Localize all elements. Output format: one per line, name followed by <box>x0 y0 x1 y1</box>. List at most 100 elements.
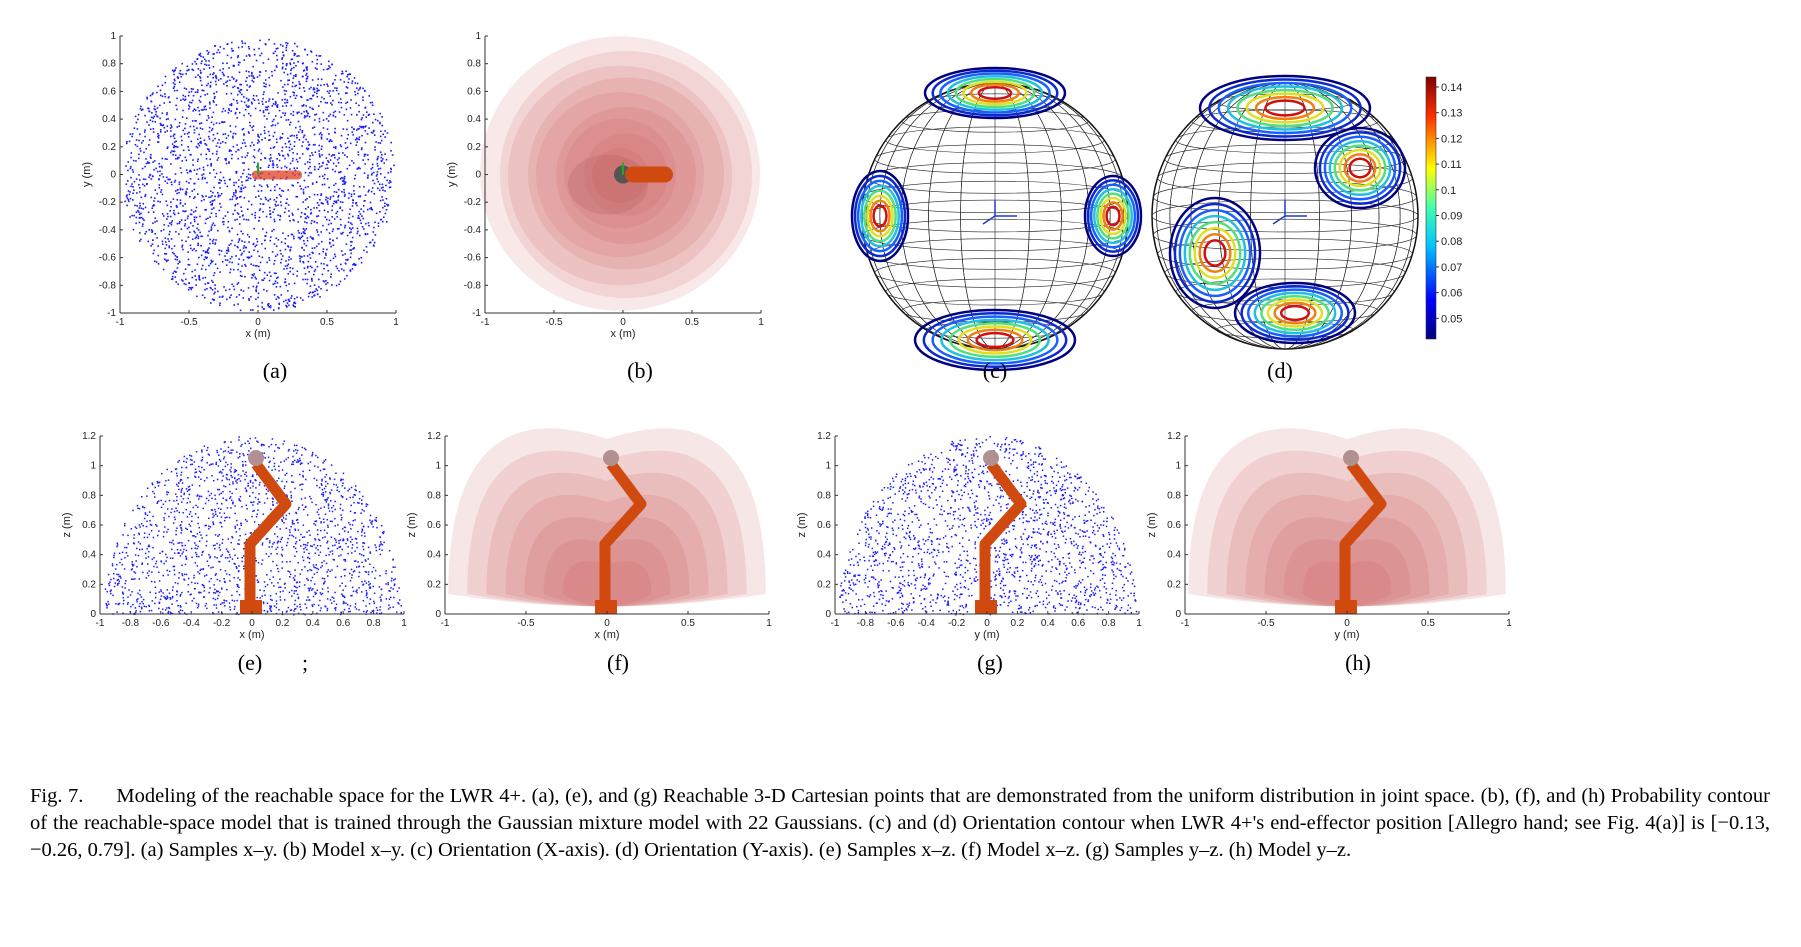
sample-point <box>143 532 146 534</box>
sample-point <box>292 77 295 79</box>
sample-point <box>289 62 291 65</box>
sample-point <box>351 215 354 218</box>
sample-point <box>318 162 321 165</box>
sample-point <box>173 73 175 76</box>
sample-point <box>164 500 167 503</box>
sample-point <box>241 40 243 43</box>
sample-point <box>261 544 264 546</box>
sample-point <box>329 570 331 573</box>
sample-point <box>156 534 159 537</box>
sample-point <box>297 208 299 211</box>
sample-point <box>361 117 363 119</box>
sample-point <box>273 228 275 231</box>
sample-point <box>231 239 233 242</box>
sample-point <box>152 515 154 518</box>
sample-point <box>359 219 362 222</box>
sample-point <box>193 182 195 185</box>
sample-point <box>348 78 350 80</box>
sample-point <box>267 456 270 459</box>
sample-point <box>143 517 146 520</box>
sample-point <box>325 485 327 488</box>
sample-point <box>214 494 216 497</box>
sample-point <box>366 233 369 235</box>
sample-point <box>289 135 292 137</box>
sample-point <box>245 55 248 57</box>
sample-point <box>359 87 361 90</box>
sample-point <box>258 524 260 526</box>
sample-point <box>268 158 271 160</box>
sample-point <box>232 268 235 271</box>
sample-point <box>373 134 376 136</box>
sample-point <box>140 596 143 598</box>
sample-point <box>245 104 248 107</box>
sample-point <box>299 260 302 263</box>
sample-point <box>386 179 388 182</box>
sample-point <box>281 99 284 101</box>
sample-point <box>189 525 192 527</box>
sample-point <box>248 241 250 243</box>
sample-point <box>116 584 119 586</box>
sample-point <box>194 513 197 515</box>
sample-point <box>296 167 298 170</box>
sample-point <box>368 584 370 586</box>
sample-point <box>1020 607 1022 609</box>
sample-point <box>256 142 259 144</box>
sample-point <box>295 73 297 76</box>
sample-point <box>212 191 214 194</box>
sample-point <box>321 273 324 276</box>
sample-point <box>132 578 134 580</box>
sample-point <box>334 182 337 185</box>
y-tick-label: -0.8 <box>464 280 482 291</box>
sample-point <box>178 183 181 186</box>
sample-point <box>178 125 180 127</box>
sample-point <box>293 135 296 137</box>
sample-point <box>226 588 228 591</box>
sample-point <box>130 156 132 159</box>
sample-point <box>156 525 158 527</box>
sample-point <box>317 538 320 541</box>
sample-point <box>292 461 294 463</box>
sample-point <box>314 114 316 116</box>
sample-point <box>358 571 361 574</box>
sample-point <box>150 116 153 119</box>
sample-point <box>297 229 300 232</box>
sample-point <box>338 533 341 535</box>
sample-point <box>323 280 326 283</box>
sample-point <box>144 552 147 555</box>
sample-point <box>243 542 246 544</box>
sample-point <box>329 139 332 141</box>
sample-point <box>115 603 117 605</box>
sample-point <box>276 183 278 186</box>
sample-point <box>325 218 328 221</box>
sample-point <box>344 92 347 95</box>
sample-point <box>230 466 232 469</box>
sample-point <box>397 601 399 604</box>
sample-point <box>303 548 305 550</box>
sample-point <box>176 510 178 512</box>
sample-point <box>311 60 314 63</box>
sample-point <box>233 562 235 565</box>
sample-point <box>307 596 309 598</box>
sample-point <box>291 595 293 597</box>
sample-point <box>277 204 279 206</box>
sample-point <box>358 609 360 611</box>
sample-point <box>338 542 340 545</box>
sample-point <box>310 51 313 53</box>
sample-point <box>172 586 174 588</box>
sample-point <box>172 272 174 275</box>
sample-point <box>866 513 869 515</box>
sample-point <box>361 503 363 505</box>
sample-point <box>205 208 208 211</box>
sample-point <box>280 195 282 197</box>
sample-point <box>186 65 189 68</box>
sample-point <box>240 475 242 477</box>
sample-point <box>197 571 199 573</box>
sample-point <box>193 108 196 110</box>
sample-point <box>282 443 284 445</box>
x-tick-label: -0.2 <box>213 618 231 629</box>
sample-point <box>329 551 332 553</box>
sample-point <box>243 241 246 243</box>
sample-point <box>368 189 370 192</box>
sample-point <box>213 199 216 201</box>
sample-point <box>391 571 393 573</box>
